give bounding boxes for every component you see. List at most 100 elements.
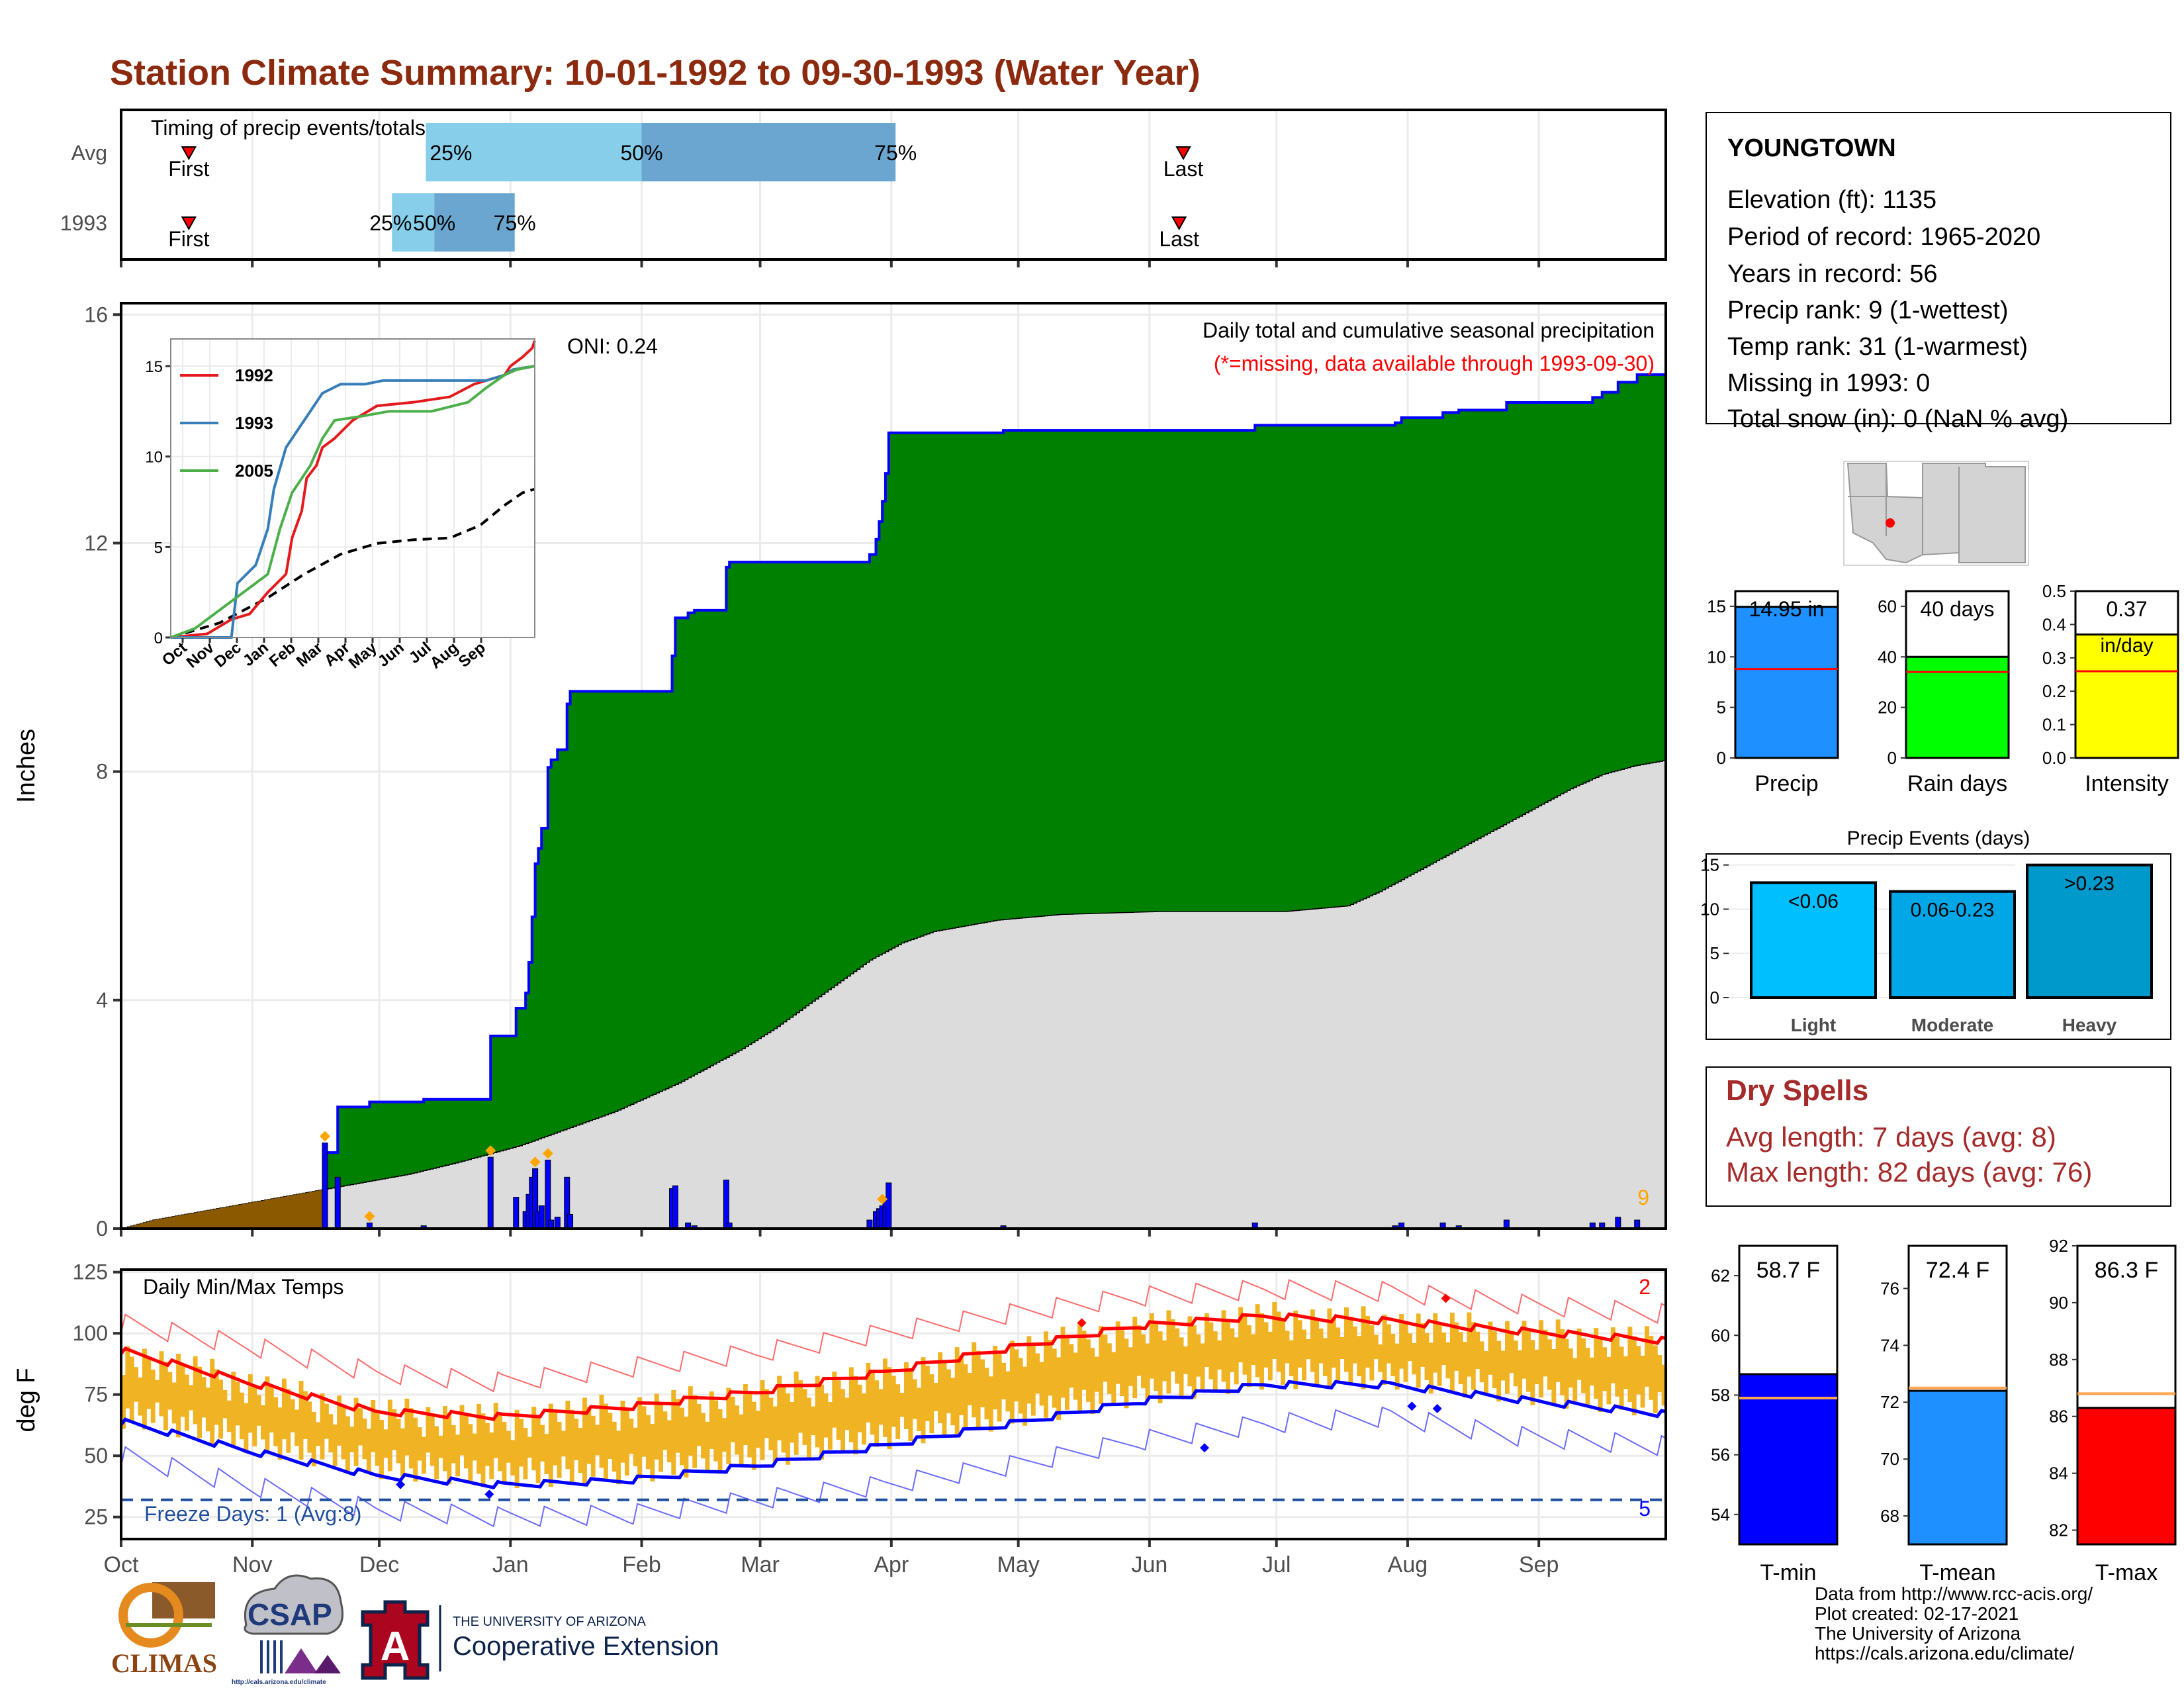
inset-x-tick-label: Oct [159, 639, 191, 669]
daily-temp-bar [1331, 1318, 1336, 1368]
daily-temp-bar [1293, 1310, 1298, 1389]
temperature-bars: 54 56 58 60 62 58.7 F T-min 68 70 72 74 76 72.4 F T-m… [1711, 1236, 2177, 1585]
daily-temp-bar [929, 1374, 934, 1434]
daily-temp-bar [1386, 1324, 1391, 1364]
inset-x-tick-label: Jan [240, 639, 272, 670]
daily-temp-bar [1555, 1319, 1561, 1382]
daily-temp-bar [358, 1408, 363, 1446]
timing-title: Timing of precip events/totals [151, 116, 426, 140]
daily-temp-bar [1551, 1348, 1557, 1403]
daily-temp-bar [1141, 1334, 1146, 1389]
daily-temp-bar [1001, 1362, 1006, 1399]
daily-temp-bar [535, 1415, 541, 1483]
daily-temp-bar [1348, 1317, 1353, 1385]
daily-temp-bar [1035, 1353, 1040, 1394]
freeze-days-label: Freeze Days: 1 (Avg:8) [144, 1502, 361, 1526]
daily-temp-bar [921, 1357, 926, 1444]
daily-temp-bar [603, 1403, 608, 1481]
daily-temp-bar [912, 1379, 917, 1419]
daily-temp-bar [1534, 1349, 1539, 1385]
daily-temp-bar [134, 1367, 139, 1402]
footer: Data from http://www.rcc-acis.org/ Plot … [111, 1574, 2093, 1686]
daily-precip-bar [886, 1182, 892, 1229]
map-states [1846, 463, 2026, 564]
daily-temp-bar [210, 1358, 215, 1446]
daily-temp-bar [870, 1372, 875, 1435]
daily-temp-bar [180, 1364, 185, 1417]
daily-temp-bar [514, 1409, 520, 1489]
daily-temp-bar [295, 1409, 300, 1446]
daily-temp-bar [963, 1364, 968, 1428]
daily-temp-bar [353, 1397, 359, 1466]
daily-temp-bar [1488, 1321, 1493, 1375]
daily-temp-bar [836, 1380, 841, 1440]
daily-temp-bar [1394, 1343, 1400, 1390]
daily-temp-bar [933, 1382, 938, 1411]
daily-temp-bar [1272, 1302, 1277, 1359]
timing-marker [181, 216, 197, 231]
daily-temp-bar [938, 1352, 943, 1423]
daily-temp-bar [1018, 1358, 1023, 1414]
daily-temp-bar [1365, 1315, 1370, 1368]
temp-bar-y-tick-label: 90 [2049, 1293, 2068, 1313]
daily-temp-bar [1484, 1351, 1488, 1396]
daily-temp-bar [1340, 1336, 1345, 1360]
daily-temp-bar [222, 1389, 228, 1419]
daily-temp-bar [1085, 1339, 1091, 1402]
daily-temp-bar [493, 1403, 498, 1458]
daily-temp-bar [316, 1422, 321, 1446]
daily-temp-bar [1056, 1357, 1062, 1420]
daily-temp-bar [569, 1409, 574, 1482]
daily-temp-bar [1560, 1329, 1565, 1395]
inset-x-tick-label: Feb [266, 639, 299, 671]
daily-temp-bar [1610, 1327, 1615, 1383]
daily-temp-bar [730, 1396, 735, 1442]
daily-temp-bar [1336, 1327, 1341, 1381]
temp-y-tick-label: 25 [84, 1505, 108, 1529]
daily-temp-bar [468, 1424, 473, 1482]
daily-temp-bar [201, 1377, 206, 1418]
timing-marker-label: First [168, 227, 209, 251]
daily-temp-bar [1187, 1316, 1193, 1387]
ua-extension: Cooperative Extension [453, 1632, 719, 1661]
summary-bar-value: 40 days [1920, 597, 1994, 621]
station-line-6: Missing in 1993: 0 [1727, 369, 1930, 397]
daily-temp-bar [1246, 1325, 1251, 1387]
daily-temp-bar [1191, 1325, 1197, 1399]
footer-line-4: https://cals.arizona.edu/climate/ [1815, 1643, 2074, 1664]
daily-temp-bar [1069, 1344, 1074, 1388]
events-bar [2026, 863, 2153, 999]
ua-name: THE UNIVERSITY OF ARIZONA [453, 1615, 647, 1629]
location-map [1843, 461, 2029, 566]
timing-year-bar-early [392, 193, 435, 252]
daily-temp-bar [1234, 1337, 1239, 1385]
daily-temp-bar [349, 1427, 355, 1453]
daily-temp-bar [1390, 1333, 1396, 1377]
temp-bar-y-tick-label: 68 [1880, 1506, 1899, 1526]
daily-temp-bar [1454, 1322, 1459, 1371]
daily-precip-bar [1615, 1217, 1621, 1229]
temp-panel-title: Daily Min/Max Temps [143, 1275, 343, 1299]
station-line-3: Years in record: 56 [1727, 260, 1938, 288]
precip-y-tick-label: 8 [96, 760, 108, 784]
events-y-tick-label: 5 [1710, 943, 1719, 963]
daily-temp-bar [654, 1393, 659, 1460]
daily-temp-bar [184, 1374, 189, 1431]
summary-bars: 0 5 10 15 14.95 in Precip 0 20 40 60 40 days Rain d… [1707, 581, 2179, 796]
daily-temp-bar [302, 1391, 308, 1439]
daily-temp-bar [167, 1372, 173, 1410]
dry-spells-box: Dry Spells Avg length: 7 days (avg: 8) M… [1706, 1066, 2171, 1207]
daily-temp-bar [997, 1354, 1002, 1422]
daily-temp-bar [1255, 1304, 1260, 1378]
daily-temp-bar [1005, 1371, 1011, 1412]
daily-temp-bar [790, 1402, 795, 1443]
events-category-label: Heavy [2062, 1015, 2117, 1035]
daily-temp-bar [231, 1372, 236, 1446]
daily-temp-bar [1200, 1343, 1205, 1389]
summary-bar-label: Precip [1754, 771, 1818, 796]
daily-temp-bar [1475, 1331, 1480, 1370]
daily-temp-bar [917, 1387, 922, 1431]
daily-temp-bar [1500, 1350, 1506, 1381]
precip-y-tick-label: 4 [96, 988, 108, 1012]
